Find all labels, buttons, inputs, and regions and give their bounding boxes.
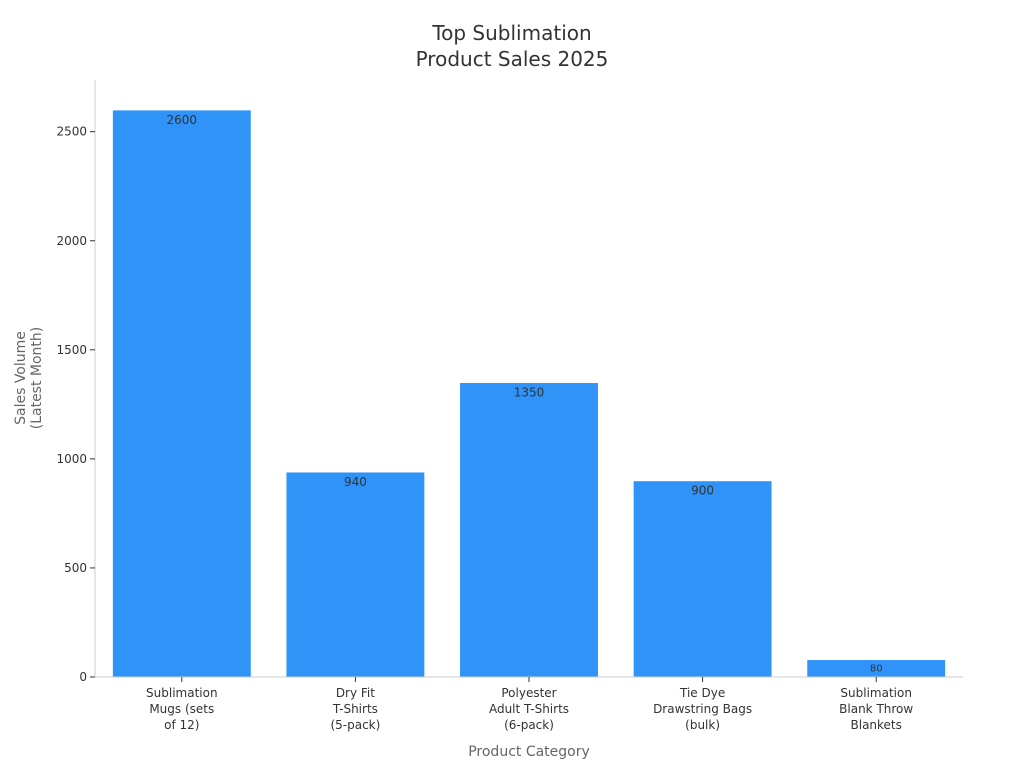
x-tick-label-line: Mugs (sets (149, 702, 214, 716)
bar-value-label: 80 (870, 664, 883, 675)
y-tick-label: 1500 (56, 343, 87, 357)
x-ticks: Sublimation Mugs (sets of 12) Dry Fit T-Shir… (146, 677, 913, 732)
bar (632, 480, 773, 678)
bar-value-label: 1350 (514, 386, 545, 400)
y-tick-label: 0 (79, 670, 87, 684)
x-tick-label-line: Adult T-Shirts (489, 702, 569, 716)
x-tick-label-line: Drawstring Bags (653, 702, 752, 716)
y-ticks: 0 500 1000 1500 2000 2500 (56, 125, 95, 684)
bar (285, 471, 426, 678)
bar-value-label: 900 (691, 484, 714, 498)
data-labels: 2600 940 1350 900 80 (167, 113, 883, 675)
x-tick-label-line: Dry Fit (336, 686, 375, 700)
x-tick-label-line: T-Shirts (332, 702, 378, 716)
chart-title-line: Product Sales 2025 (416, 47, 609, 71)
x-axis-title: Product Category (468, 744, 590, 760)
bar-value-label: 2600 (167, 113, 198, 127)
y-tick-label: 500 (64, 561, 87, 575)
x-tick-label-line: of 12) (164, 718, 199, 732)
y-axis-title-text: Sales Volume(Latest Month) (13, 327, 45, 430)
x-tick-label: Polyester Adult T-Shirts (6-pack) (489, 686, 569, 732)
x-tick-label-line: Blank Throw (839, 702, 913, 716)
y-axis-title-line: Sales Volume (13, 331, 29, 425)
y-tick-label: 2000 (56, 234, 87, 248)
y-axis-title-line: (Latest Month) (29, 327, 45, 430)
chart-title-line: Top Sublimation (431, 21, 591, 45)
x-tick-label-line: Tie Dye (679, 686, 725, 700)
y-tick-label: 1000 (56, 452, 87, 466)
x-tick-label: Sublimation Blank Throw Blankets (839, 686, 913, 732)
bar (459, 382, 599, 678)
x-tick-label-line: (bulk) (685, 718, 720, 732)
y-axis-title: Sales Volume(Latest Month) (13, 327, 45, 430)
x-tick-label-line: (5-pack) (330, 718, 380, 732)
x-tick-label: Sublimation Mugs (sets of 12) (146, 686, 218, 732)
bar-value-label: 940 (344, 475, 367, 489)
x-tick-label-line: Blankets (851, 718, 902, 732)
x-tick-label-line: Polyester (501, 686, 556, 700)
x-tick-label: Dry Fit T-Shirts (5-pack) (330, 686, 380, 732)
bar (111, 109, 252, 678)
x-tick-label-line: Sublimation (840, 686, 912, 700)
x-tick-label: Tie Dye Drawstring Bags (bulk) (653, 686, 752, 732)
x-tick-label-line: (6-pack) (504, 718, 554, 732)
x-tick-label-line: Sublimation (146, 686, 218, 700)
y-tick-label: 2500 (56, 125, 87, 139)
bars (111, 109, 947, 678)
